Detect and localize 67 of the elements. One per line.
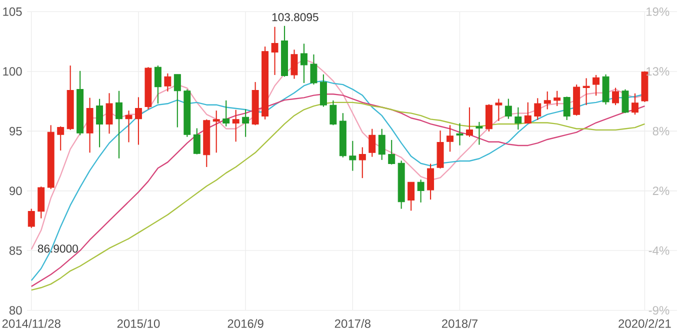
candlestick [271,26,278,76]
candlestick [504,98,512,120]
x-tick-label: 2014/11/28 [2,319,60,328]
candlestick [28,208,35,228]
y2-tick-label: 8% [652,126,670,136]
candlestick [544,90,551,110]
y-tick-label: 90 [10,186,22,196]
candlestick [154,65,162,104]
y2-tick-label: 13% [646,67,670,76]
candlestick [116,90,122,159]
candlestick [193,128,200,155]
candlestick [232,109,240,142]
candlestick [534,98,542,121]
candlestick [592,74,600,96]
candlestick [290,49,298,80]
y2-tick-label: -9% [648,306,670,315]
candlestick [612,87,620,106]
candlestick [446,124,454,152]
candlestick [408,182,415,212]
candlestick [514,106,522,130]
x-tick-label: 2015/10 [117,319,160,328]
candlestick [554,90,561,107]
candlestick [466,106,473,138]
annotation: 103.8095 [272,13,318,22]
candlestick [125,110,132,143]
candlestick [174,74,181,128]
candlestick [242,108,250,138]
candlestick [310,54,318,86]
candlestick [349,140,356,172]
x-tick-label: 2016/9 [228,319,264,328]
candlestick [495,98,502,122]
candlestick [456,122,464,146]
candlestick [212,110,220,154]
candlestick [582,78,590,106]
candlestick [38,186,45,219]
candlestick [378,128,386,160]
y-tick-label: 105 [3,7,22,16]
y-tick-label: 95 [10,126,22,136]
candlestick [134,96,142,146]
y-tick-label: 80 [9,306,22,315]
candlestick [388,139,396,165]
candlestick [330,100,337,126]
candlestick [320,74,327,108]
x-tick-label: 2017/8 [334,319,370,328]
candlestick [106,92,113,134]
candlestick [563,96,570,121]
candlestick [476,121,483,146]
candlestick [524,102,532,124]
candlestick [427,163,434,200]
x-tick-label: 2020/2/21 [618,319,671,328]
y2-tick-label: -4% [648,246,670,255]
y-tick-label: 85 [9,246,22,255]
candlestick [358,146,366,179]
candlestick [632,92,638,116]
x-tick-label: 2018/7 [442,319,478,328]
candlestick [417,179,424,203]
candlestick [368,128,376,158]
candlestick [164,72,172,92]
candlestick [300,43,308,84]
candlestick [622,88,629,114]
candlestick [485,104,492,132]
y-tick-label: 100 [3,67,22,76]
candlestick [222,100,230,127]
y2-tick-label: 2% [652,186,670,196]
candlestick [96,98,104,148]
candlestick [57,126,64,152]
y2-tick-label: 19% [646,7,670,16]
